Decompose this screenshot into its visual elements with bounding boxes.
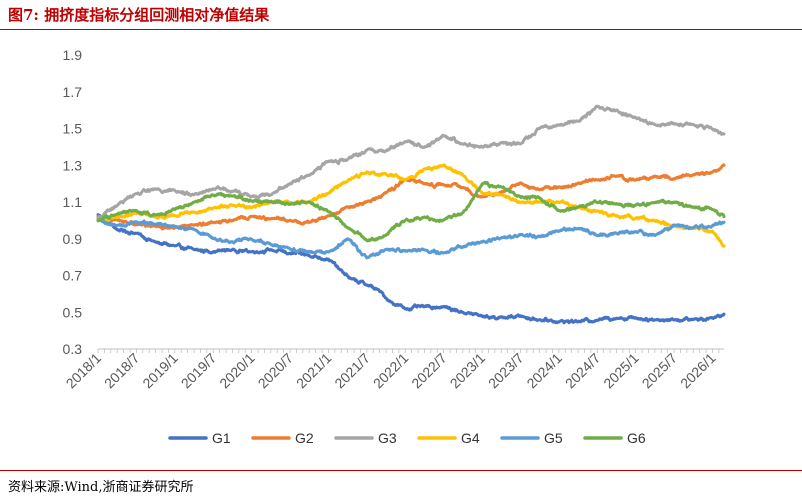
- x-tick-label: 2025/7: [639, 350, 681, 392]
- figure-title: 图7: 拥挤度指标分组回测相对净值结果: [8, 6, 270, 24]
- y-tick-label: 1.7: [63, 84, 83, 100]
- series-line-g1: [96, 213, 726, 325]
- x-tick-label: 2022/7: [408, 350, 450, 392]
- y-tick-label: 0.5: [63, 304, 83, 320]
- y-tick-label: 0.9: [63, 231, 83, 247]
- series-group: [96, 104, 726, 325]
- x-tick-label: 2026/1: [677, 350, 719, 392]
- x-tick-label: 2023/1: [447, 350, 489, 392]
- y-tick-label: 1.5: [63, 121, 83, 137]
- x-tick-label: 2021/1: [293, 350, 335, 392]
- legend-label-g3: G3: [378, 430, 397, 446]
- legend-label-g6: G6: [627, 430, 646, 446]
- legend-label-g5: G5: [544, 430, 563, 446]
- legend: G1 G2 G3 G4 G5 G6: [168, 430, 646, 446]
- series-line-g2: [96, 163, 726, 231]
- series-line-g3: [96, 104, 726, 220]
- source-note: 资料来源:Wind,浙商证券研究所: [8, 480, 194, 495]
- y-tick-label: 1.1: [63, 194, 83, 210]
- y-tick-label: 1.3: [63, 157, 83, 173]
- series-line-g6: [96, 180, 726, 243]
- legend-label-g4: G4: [461, 430, 480, 446]
- x-tick-label: 2025/1: [600, 350, 642, 392]
- x-tick-label: 2020/1: [216, 350, 258, 392]
- x-tick-label: 2023/7: [485, 350, 527, 392]
- x-tick-label: 2018/7: [101, 350, 143, 392]
- series-line-g5: [96, 218, 726, 260]
- x-tick-label: 2024/7: [562, 350, 604, 392]
- title-divider: [0, 29, 802, 30]
- x-tick-label: 2022/1: [370, 350, 412, 392]
- y-axis: 0.3 0.5 0.7 0.9 1.1 1.3 1.5 1.7 1.9: [63, 47, 83, 357]
- legend-label-g2: G2: [295, 430, 314, 446]
- x-tick-label: 2024/1: [523, 350, 565, 392]
- x-axis: 2018/12018/72019/12019/72020/12020/72021…: [63, 348, 724, 392]
- x-tick-label: 2019/7: [178, 350, 220, 392]
- x-tick-label: 2021/7: [331, 350, 373, 392]
- legend-label-g1: G1: [212, 430, 231, 446]
- figure-title-row: 图7: 拥挤度指标分组回测相对净值结果: [8, 4, 794, 30]
- y-tick-label: 0.7: [63, 268, 83, 284]
- series-line-g4: [96, 163, 726, 248]
- footer-divider: [0, 470, 802, 471]
- y-tick-label: 1.9: [63, 47, 83, 63]
- y-tick-label: 0.3: [63, 341, 83, 357]
- x-tick-label: 2020/7: [255, 350, 297, 392]
- x-tick-label: 2019/1: [139, 350, 181, 392]
